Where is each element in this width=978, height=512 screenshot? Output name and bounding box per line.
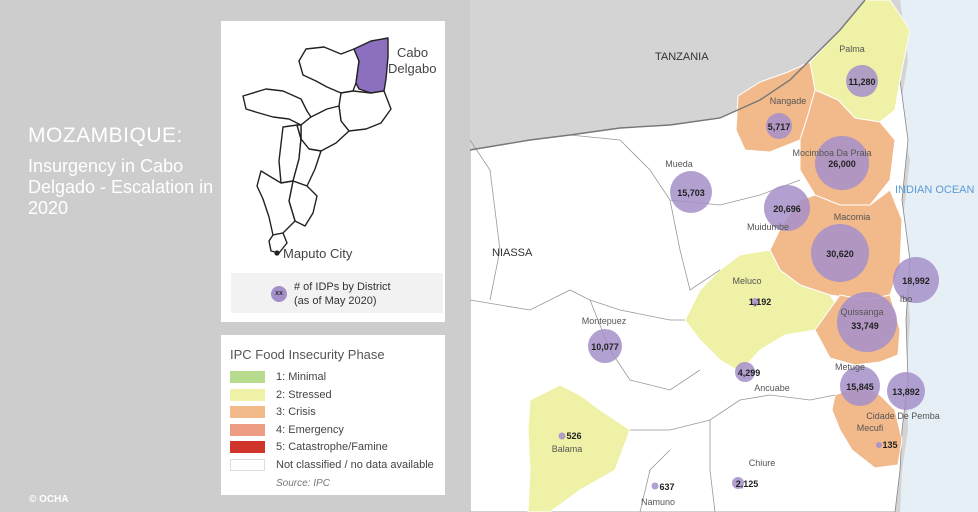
idp-legend-line2: (as of May 2020) [294, 295, 377, 307]
tanzania-label: TANZANIA [655, 51, 709, 63]
name-metuge: Metuge [835, 362, 865, 372]
marker-namuno [651, 482, 659, 490]
name-mocimboa: Mocimboa Da Praia [792, 148, 871, 158]
idp-mocimboa: 26,000 [828, 159, 856, 169]
marker-mueda [670, 171, 712, 213]
ipc-swatch-crisis [230, 406, 265, 418]
name-palma: Palma [839, 44, 865, 54]
region-balama [527, 384, 631, 512]
idp-macomia: 30,620 [826, 249, 854, 259]
name-ancuabe: Ancuabe [754, 383, 790, 393]
idp-legend-text: # of IDPs by District (as of May 2020) [294, 280, 434, 308]
idp-mueda: 15,703 [677, 188, 705, 198]
name-quissanga: Quissanga [840, 307, 883, 317]
inset-region-label-1: Cabo [397, 45, 428, 60]
marker-ancuabe [735, 362, 755, 382]
marker-meluco [751, 298, 759, 306]
district-markers: 11,280 Palma 5,717 Nangade 26,000 Mocimb… [552, 44, 940, 507]
name-pemba: Cidade De Pemba [866, 411, 940, 421]
inset-city-label: Maputo City [283, 246, 353, 261]
name-meluco: Meluco [732, 276, 761, 286]
idp-meluco: 1,192 [749, 297, 772, 307]
left-panel: MOZAMBIQUE: Insurgency in Cabo Delgado -… [0, 0, 470, 512]
idp-palma: 11,280 [848, 77, 875, 87]
name-macomia: Macomia [834, 212, 871, 222]
ipc-swatch-stressed [230, 389, 265, 401]
marker-metuge [840, 366, 880, 406]
name-nangade: Nangade [770, 96, 807, 106]
ocean-label: INDIAN OCEAN [895, 184, 975, 196]
idp-quissanga: 33,749 [851, 321, 879, 331]
ipc-label-not-classified: Not classified / no data available [276, 459, 434, 471]
province-tete [242, 88, 312, 126]
ipc-source: Source: IPC [276, 478, 330, 489]
ipc-label-crisis: 3: Crisis [276, 406, 316, 418]
name-mecufi: Mecufi [857, 423, 884, 433]
niassa-border [470, 127, 621, 151]
ipc-label-minimal: 1: Minimal [276, 371, 327, 383]
idp-legend: xx # of IDPs by District (as of May 2020… [231, 273, 443, 313]
idp-ancuabe: 4,299 [738, 368, 761, 378]
marker-nangade [766, 113, 792, 139]
idp-ibo: 18,992 [902, 276, 930, 286]
page-subtitle: Insurgency in Cabo Delgado - Escalation … [28, 156, 214, 218]
ipc-legend: IPC Food Insecurity Phase 1: Minimal 2: … [221, 335, 445, 495]
ipc-swatch-not-classified [230, 459, 265, 471]
mozambique-outline-map: Cabo Delgabo Maputo City [242, 37, 436, 261]
niassa-label: NIASSA [492, 247, 533, 259]
name-namuno: Namuno [641, 497, 675, 507]
idp-chiure: 2,125 [736, 479, 759, 489]
ipc-label-emergency: 4: Emergency [276, 424, 344, 436]
marker-ibo [893, 257, 939, 303]
tanzania-border [619, 0, 866, 129]
name-balama: Balama [552, 444, 583, 454]
idp-pemba: 13,892 [892, 387, 920, 397]
name-montepuez: Montepuez [582, 316, 627, 326]
idp-metuge: 15,845 [846, 382, 874, 392]
ipc-swatch-famine [230, 441, 265, 453]
name-mueda: Mueda [665, 159, 693, 169]
region-meluco [684, 249, 841, 373]
marker-balama [558, 432, 566, 440]
idp-mecufi: 135 [882, 440, 897, 450]
ipc-label-stressed: 2: Stressed [276, 389, 332, 401]
ocean-area [900, 0, 978, 512]
maputo-city-marker [274, 250, 280, 256]
marker-macomia [811, 224, 869, 282]
idp-balama: 526 [566, 431, 581, 441]
ipc-swatch-emergency [230, 424, 265, 436]
marker-chiure [732, 477, 744, 489]
province-nampula [338, 90, 392, 132]
marker-pemba [887, 372, 925, 410]
name-chiure: Chiure [749, 458, 776, 468]
idp-muidumbe: 20,696 [773, 204, 801, 214]
idp-nangade: 5,717 [768, 122, 791, 132]
idp-legend-line1: # of IDPs by District [294, 281, 391, 293]
ipc-legend-title: IPC Food Insecurity Phase [230, 347, 385, 362]
page-title: MOZAMBIQUE: [28, 124, 183, 147]
cabo-delgado-map: TANZANIA NIASSA INDIAN OCEAN 11,280 Palm… [470, 0, 978, 512]
marker-palma [846, 65, 878, 97]
district-borders [470, 134, 836, 512]
inset-region-label-2: Delgabo [388, 61, 436, 76]
province-sofala [292, 124, 322, 187]
marker-quissanga [837, 292, 897, 352]
idp-legend-symbol: xx [271, 286, 287, 302]
marker-montepuez [588, 329, 622, 363]
idp-montepuez: 10,077 [591, 342, 619, 352]
name-ibo: Ibo [900, 294, 913, 304]
ipc-swatch-minimal [230, 371, 265, 383]
idp-namuno: 637 [659, 482, 674, 492]
ipc-label-famine: 5: Catastrophe/Famine [276, 441, 388, 453]
marker-muidumbe [764, 185, 810, 231]
marker-mocimboa [815, 136, 869, 190]
province-niassa [298, 46, 360, 94]
marker-mecufi [876, 442, 882, 448]
locator-inset: Cabo Delgabo Maputo City xx # of IDPs by… [221, 21, 445, 322]
name-muidumbe: Muidumbe [747, 222, 789, 232]
credit-label: © OCHA [29, 494, 69, 505]
province-cabo-delgado [353, 37, 389, 94]
